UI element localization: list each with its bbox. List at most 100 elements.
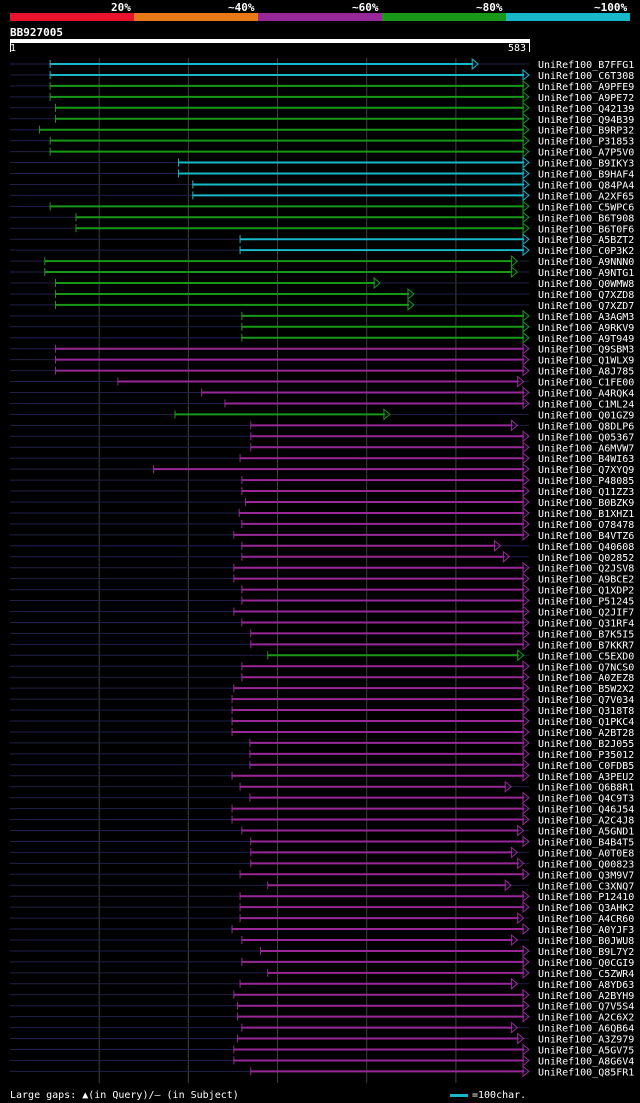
hit-name: UniRef100_B7FFG1	[538, 60, 634, 71]
hit-name: UniRef100_Q42139	[538, 104, 634, 115]
hit-end-arrow	[383, 408, 391, 421]
hit-end-arrow	[522, 79, 530, 92]
hit-name: UniRef100_B9HAF4	[538, 170, 634, 181]
hit-end-arrow	[522, 747, 530, 760]
hit-name: UniRef100_B6T0F6	[538, 224, 634, 235]
legend-segment	[258, 13, 382, 21]
hit-name: UniRef100_Q6B8R1	[538, 783, 634, 794]
hit-end-arrow	[522, 200, 530, 213]
hit-name: UniRef100_B2J055	[538, 739, 634, 750]
hit-row: UniRef100_A0ZEZ8	[10, 671, 634, 684]
query-start-position: 1	[10, 43, 17, 54]
hit-name: UniRef100_A3AGM3	[538, 312, 634, 323]
hit-name: UniRef100_B7K5I5	[538, 629, 634, 640]
hit-name: UniRef100_B0BZK9	[538, 498, 634, 509]
hit-name: UniRef100_Q31RF4	[538, 618, 634, 629]
hit-row: UniRef100_B9HAF4	[10, 167, 634, 181]
hit-end-arrow	[522, 583, 530, 596]
hit-name: UniRef100_A5GV75	[538, 1046, 634, 1057]
query-id: BB927005	[10, 26, 63, 39]
hit-row: UniRef100_A8G6V4	[10, 1054, 634, 1067]
hit-row: UniRef100_Q02852	[10, 550, 634, 564]
hit-name: UniRef100_A0ZEZ8	[538, 673, 634, 684]
hit-row: UniRef100_C3XNQ7	[10, 879, 634, 892]
hit-name: UniRef100_B9RP32	[538, 126, 634, 137]
legend-label: ~100%	[594, 1, 628, 14]
hit-end-arrow	[407, 298, 415, 311]
hit-row: UniRef100_B9IKY3	[10, 156, 634, 170]
hit-end-arrow	[510, 255, 519, 268]
hit-end-arrow	[522, 572, 530, 585]
hit-name: UniRef100_A2BYH9	[538, 991, 634, 1002]
hit-end-arrow	[522, 605, 530, 618]
hit-row: UniRef100_Q42139	[10, 101, 634, 115]
hit-end-arrow	[522, 922, 530, 936]
hit-row: UniRef100_A3Z979	[10, 1032, 634, 1046]
hit-row: UniRef100_C1FE00	[10, 375, 634, 389]
hit-end-arrow	[510, 977, 519, 990]
hit-end-arrow	[522, 156, 530, 169]
hit-row: UniRef100_A5GND1	[10, 824, 634, 838]
hit-row: UniRef100_C6T308	[10, 68, 634, 82]
hit-row: UniRef100_A2BT28	[10, 725, 634, 739]
hit-end-arrow	[522, 725, 530, 739]
hit-name: UniRef100_Q7V5S4	[538, 1002, 634, 1013]
hit-row: UniRef100_A0T0E8	[10, 846, 634, 859]
hit-row: UniRef100_P12410	[10, 890, 634, 903]
hit-row: UniRef100_A4RQK4	[10, 386, 634, 400]
hit-end-arrow	[493, 539, 502, 552]
hit-end-arrow	[522, 178, 530, 191]
hit-name: UniRef100_Q4C9T3	[538, 794, 634, 805]
hit-end-arrow	[522, 758, 530, 771]
hit-end-arrow	[522, 627, 530, 640]
hit-end-arrow	[373, 276, 381, 290]
hit-name: UniRef100_A8YD63	[538, 980, 634, 991]
hit-name: UniRef100_B4WI63	[538, 454, 634, 465]
hit-name: UniRef100_C6T308	[538, 71, 634, 82]
hit-name: UniRef100_C3XNQ7	[538, 881, 634, 892]
hit-row: UniRef100_Q0WMW8	[10, 276, 634, 290]
hit-row: UniRef100_A5GV75	[10, 1043, 634, 1057]
legend-segment	[382, 13, 506, 21]
hit-end-arrow	[522, 353, 530, 366]
hit-end-arrow	[522, 693, 530, 706]
hit-row: UniRef100_B9L7Y2	[10, 944, 634, 958]
hit-name: UniRef100_A3Z979	[538, 1035, 634, 1046]
hit-end-arrow	[510, 846, 519, 859]
hit-name: UniRef100_B7KKR7	[538, 640, 634, 651]
hit-row: UniRef100_A9BCE2	[10, 572, 634, 586]
hit-end-arrow	[522, 835, 530, 848]
hit-end-arrow	[522, 1054, 530, 1067]
hit-name: UniRef100_A6MVW7	[538, 443, 634, 454]
hit-name: UniRef100_A4CR60	[538, 914, 634, 925]
hit-row: UniRef100_Q7XZD8	[10, 287, 634, 301]
hit-row: UniRef100_Q6B8R1	[10, 780, 634, 794]
hit-end-arrow	[522, 145, 530, 158]
hit-name: UniRef100_Q1WLX9	[538, 356, 634, 367]
hit-end-arrow	[522, 802, 530, 815]
hit-end-arrow	[522, 495, 530, 509]
hit-end-arrow	[522, 714, 530, 728]
identity-legend-bar	[10, 13, 630, 21]
hit-end-arrow	[522, 506, 530, 520]
hit-end-arrow	[517, 857, 525, 870]
hit-end-arrow	[522, 244, 530, 257]
hit-name: UniRef100_Q0WMW8	[538, 279, 634, 290]
hit-name: UniRef100_B1XHZ1	[538, 509, 634, 520]
hit-name: UniRef100_B9IKY3	[538, 159, 634, 170]
hit-row: UniRef100_B7K5I5	[10, 627, 634, 640]
legend-label: ~40%	[228, 1, 255, 14]
hit-row: UniRef100_Q46J54	[10, 802, 634, 816]
hit-name: UniRef100_A8J785	[538, 367, 634, 378]
hit-row: UniRef100_Q7XZD7	[10, 298, 634, 312]
hit-end-arrow	[522, 167, 530, 180]
hit-name: UniRef100_Q3AHK2	[538, 903, 634, 914]
hit-row: UniRef100_P51245	[10, 594, 634, 608]
hit-row: UniRef100_A9NTG1	[10, 265, 634, 279]
hit-end-arrow	[522, 890, 530, 903]
hit-end-arrow	[522, 309, 530, 322]
hit-end-arrow	[522, 955, 530, 968]
hit-end-arrow	[522, 364, 530, 377]
hit-row: UniRef100_B0JWU8	[10, 933, 634, 947]
hit-end-arrow	[522, 397, 530, 410]
